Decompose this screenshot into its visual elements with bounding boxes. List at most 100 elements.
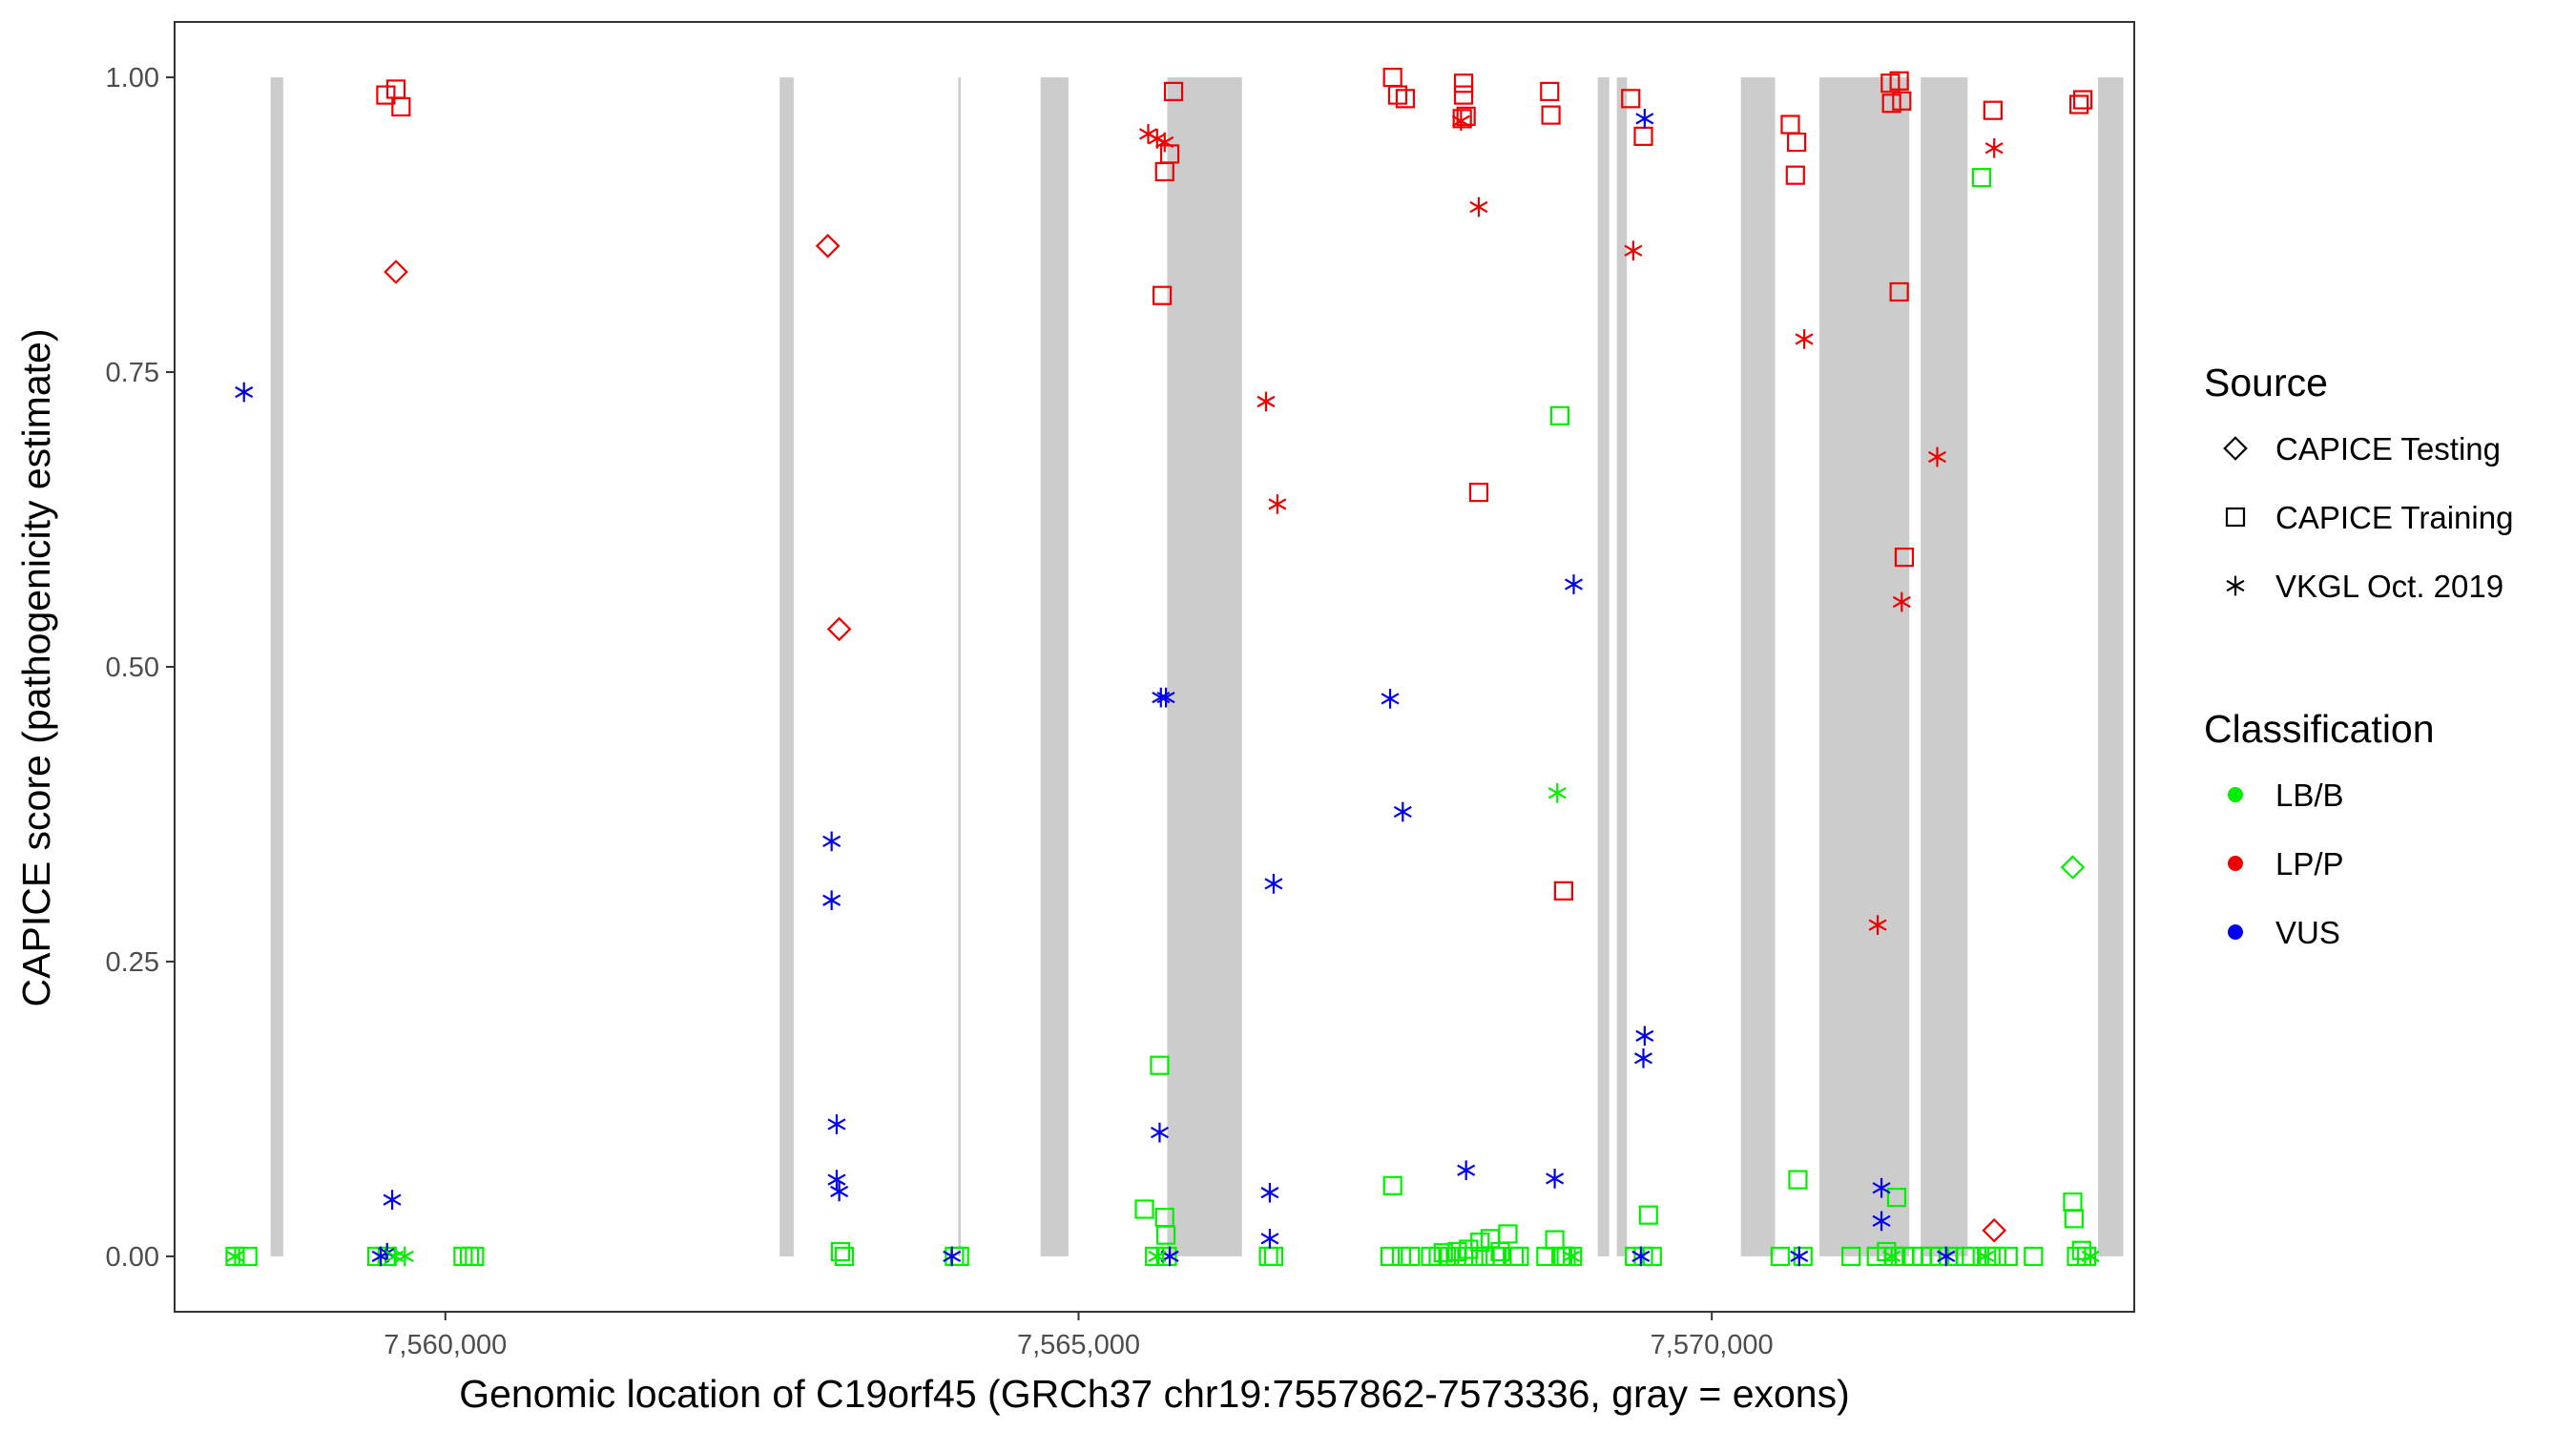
data-point [1549,405,1569,425]
data-point [1428,1246,1448,1267]
data-point [225,1246,244,1267]
data-point [1453,73,1474,93]
data-point [1889,281,1909,302]
data-point [2081,1246,2100,1267]
data-point [2064,1209,2084,1229]
data-point [1469,197,1488,218]
data-point [1264,874,1283,894]
data-point [1982,1217,2006,1243]
legend-source-label: VKGL Oct. 2019 [2275,569,2503,604]
data-point [1150,1055,1170,1075]
legend: Source CAPICE Testing CAPICE Training VKGL… [2204,361,2513,950]
data-point [1470,1232,1490,1253]
x-tick-label: 7,570,000 [1651,1330,1774,1360]
data-point [1145,1246,1165,1267]
legend-classification-label: LB/B [2275,778,2344,813]
data-point [1635,108,1654,129]
data-point [1401,1246,1421,1267]
data-point [1395,89,1416,109]
data-point [1564,574,1584,594]
data-point [1163,81,1184,102]
exon-band [2098,77,2124,1256]
exon-bands [270,77,2124,1256]
exon-band [779,77,794,1256]
data-point [1257,391,1276,412]
data-point [1263,1246,1284,1267]
data-point [1998,1246,2018,1267]
data-point [1790,1246,1809,1267]
x-tick-label: 7,560,000 [384,1330,507,1360]
data-point [1148,1246,1167,1267]
data-point [2076,1246,2097,1267]
data-point [376,85,396,105]
legend-source-key [2226,575,2245,596]
data-point [1452,109,1472,129]
legend-classification-key [2228,856,2243,871]
data-point [822,831,841,852]
data-point [1154,161,1174,182]
legend-classification-label: LP/P [2275,846,2344,881]
data-point [1892,91,1912,111]
data-point [1894,547,1915,568]
data-point [1785,165,1805,185]
data-point [830,1181,849,1202]
data-point [1635,1026,1654,1047]
data-point [1882,1246,1901,1267]
data-point [1770,1246,1790,1267]
data-point [1892,591,1911,612]
data-point [1540,81,1560,102]
data-point [383,1190,402,1210]
exon-band [1597,77,1610,1256]
y-axis-title: CAPICE score (pathogenicity estimate) [14,329,58,1007]
exon-band [1167,77,1242,1256]
data-point [1563,1246,1583,1267]
data-point [834,1246,855,1267]
plot-background [175,22,2134,1312]
legend-source-key [2223,436,2248,461]
data-point [1152,285,1173,305]
data-point [1548,782,1567,803]
data-point [1156,687,1175,708]
exon-band [958,77,962,1256]
data-point [1268,494,1287,514]
data-point [367,1246,387,1267]
legend-source-items: CAPICE Testing CAPICE Training VKGL Oct. 2… [2223,431,2513,604]
data-point [1638,1205,1658,1225]
y-tick-label: 0.25 [106,947,159,978]
data-point [1633,126,1653,146]
legend-source-title: Source [2204,361,2328,404]
data-point [2024,1246,2044,1267]
data-point [1381,689,1400,709]
data-point [1886,1188,1907,1208]
data-point [1787,132,1807,153]
data-point [1260,1229,1279,1249]
exon-band [1921,77,1968,1256]
exon-band [270,77,283,1256]
data-point [1971,168,1992,188]
data-point [2060,855,2086,880]
data-point [1977,1246,1997,1267]
data-point [827,1114,846,1134]
legend-classification-key [2228,787,2243,802]
data-point [1433,1243,1453,1263]
data-point [1546,1169,1565,1189]
data-point [1464,1246,1484,1267]
data-point [1498,1224,1518,1244]
x-axis-title: Genomic location of C19orf45 (GRCh37 chr… [459,1372,1850,1416]
data-point [235,382,254,403]
data-point [238,1246,258,1267]
data-point [1793,1246,1813,1267]
legend-classification-key [2228,924,2243,940]
data-point [815,234,841,259]
data-point [1881,93,1901,114]
data-point [1795,329,1814,349]
exon-band [1740,77,1776,1256]
y-tick-label: 1.00 [106,63,159,93]
data-point [1624,240,1643,261]
legend-source-label: CAPICE Testing [2275,431,2501,467]
data-point [1485,1246,1506,1267]
data-point [1134,1199,1154,1219]
data-point [1937,1246,1956,1267]
data-point [1976,1246,1995,1267]
legend-source-key [2225,507,2246,528]
